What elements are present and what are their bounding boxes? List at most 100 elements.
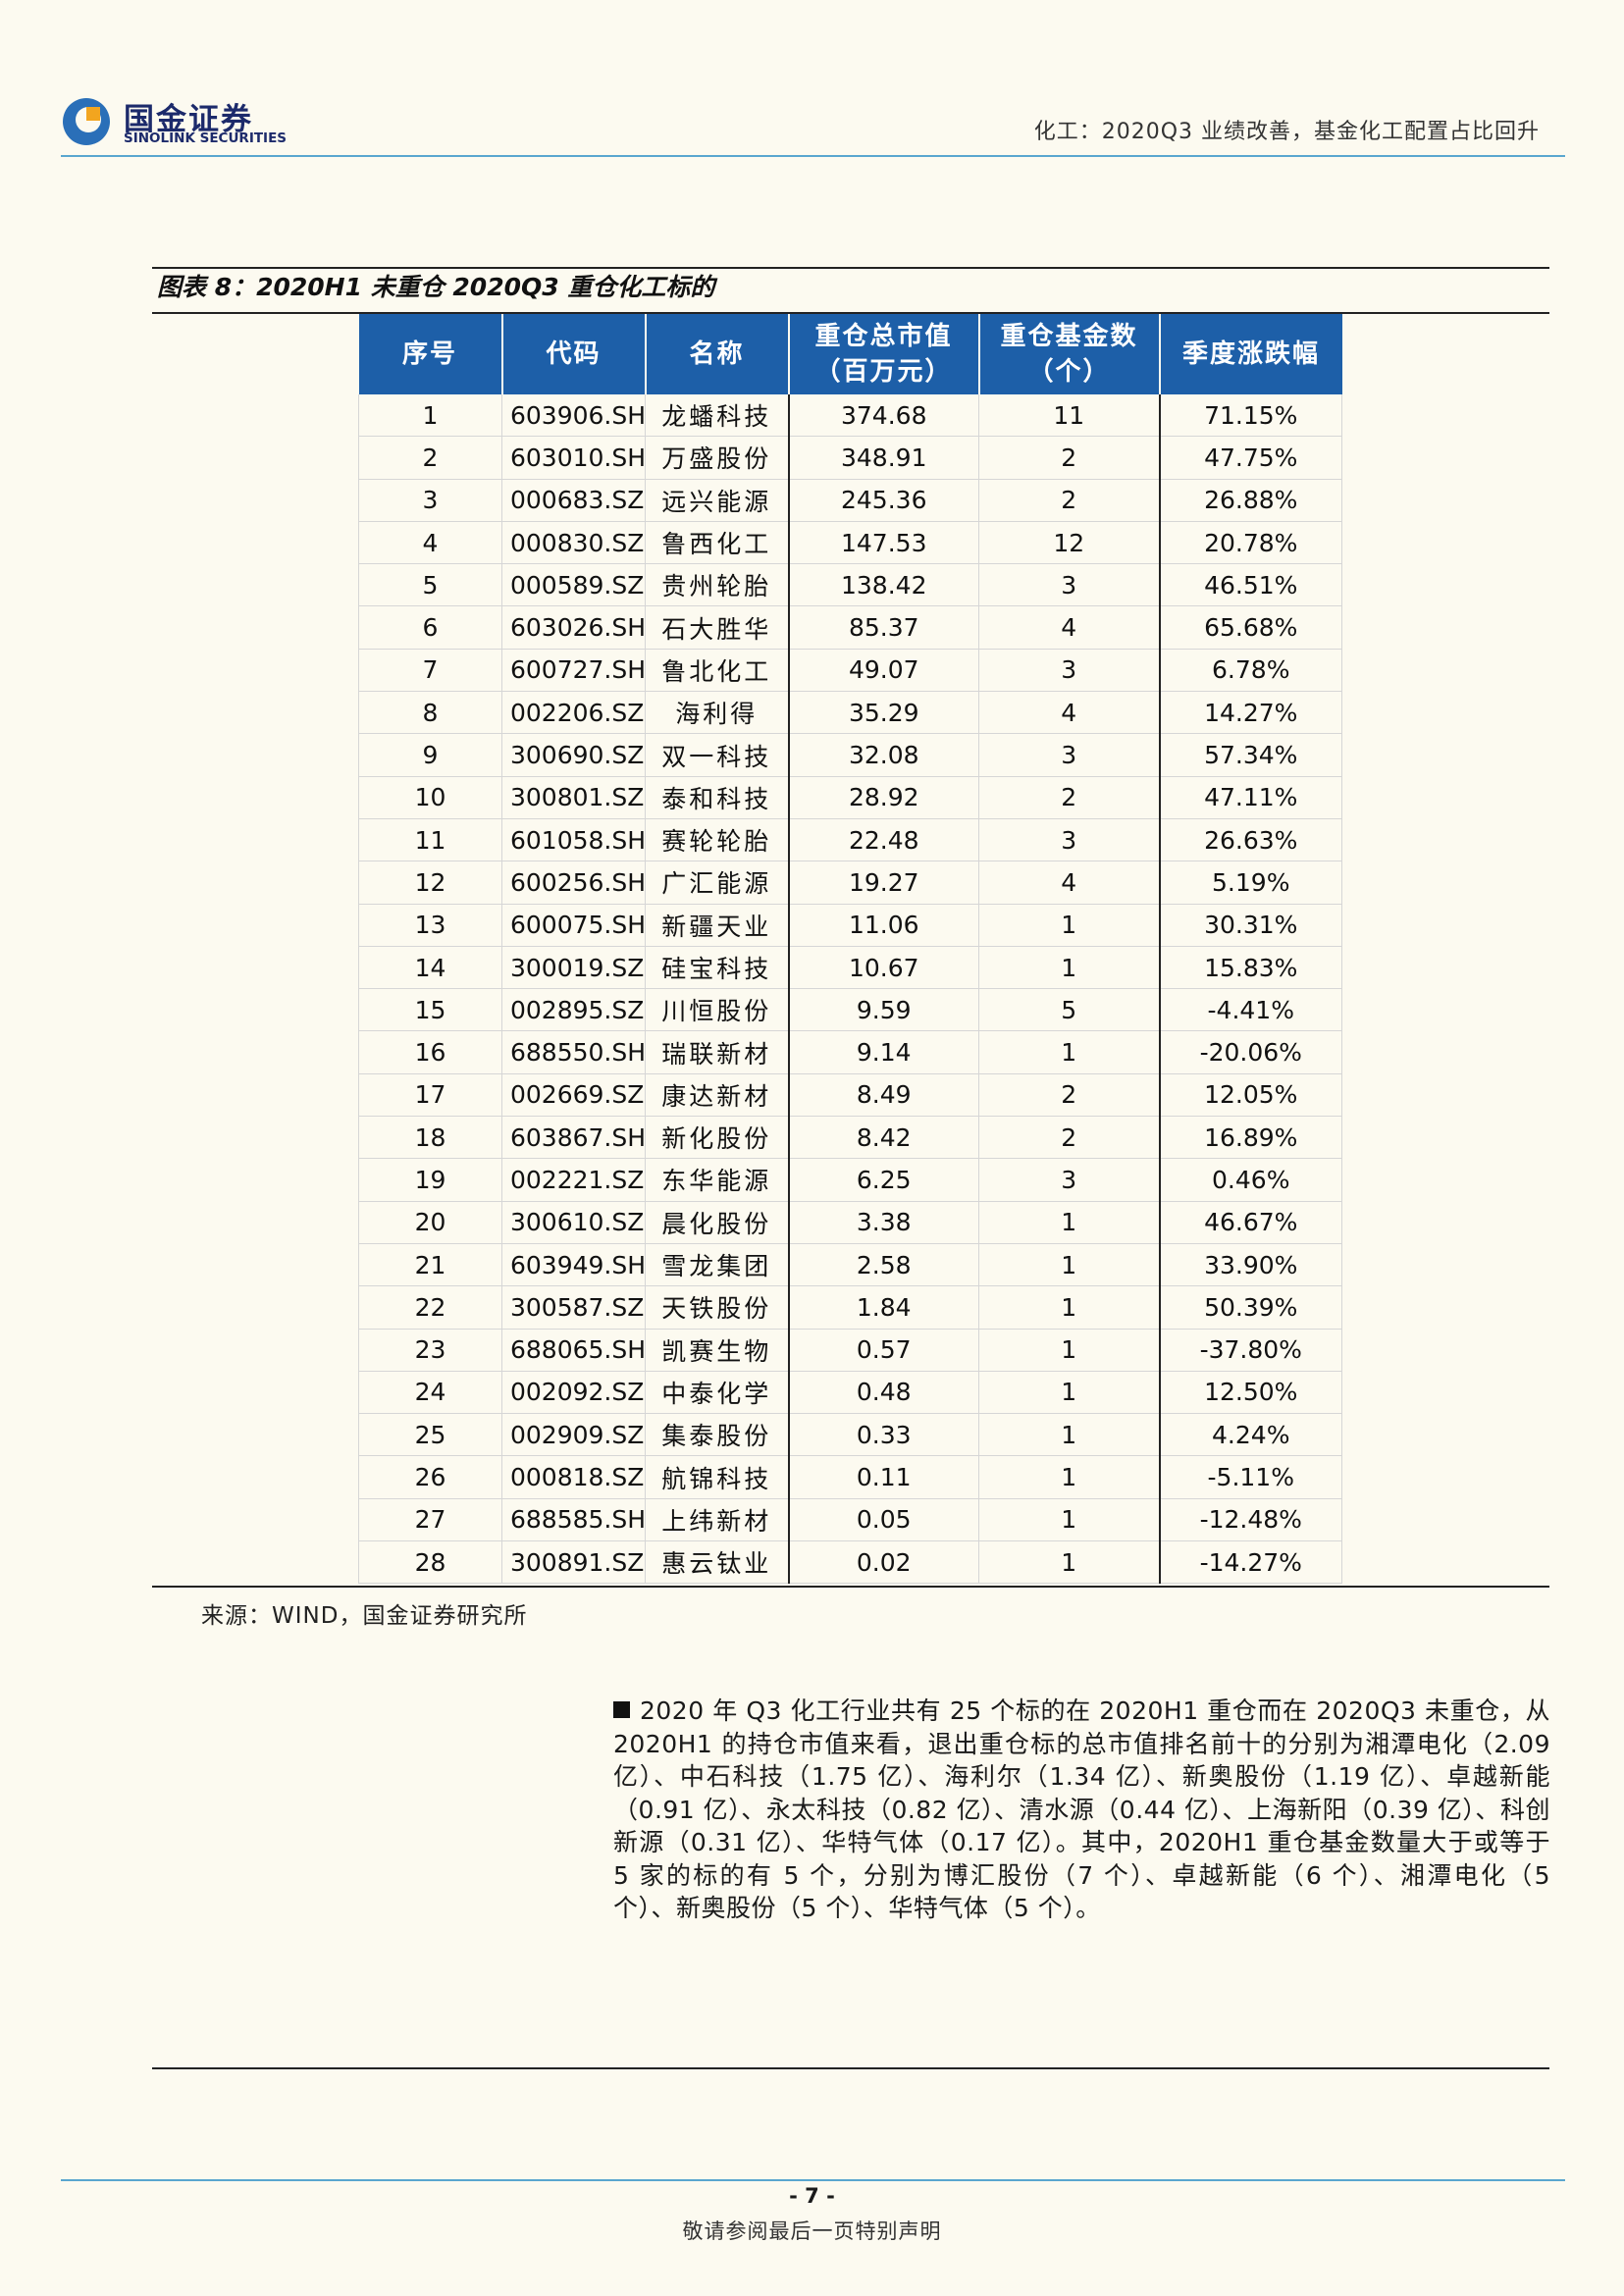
cell-code: 603906.SH bbox=[501, 394, 646, 438]
cell-name: 广汇能源 bbox=[645, 861, 790, 905]
table-row: 24 002092.SZ 中泰化学 0.48 1 12.50% bbox=[358, 1371, 1342, 1415]
cell-no: 15 bbox=[358, 988, 502, 1032]
cell-no: 13 bbox=[358, 904, 502, 947]
cell-quarter-change: -37.80% bbox=[1159, 1329, 1342, 1372]
cell-market-value: 147.53 bbox=[788, 521, 979, 565]
cell-no: 12 bbox=[358, 861, 502, 905]
cell-market-value: 8.49 bbox=[788, 1073, 979, 1118]
col-header-no: 序号 bbox=[358, 314, 503, 394]
cell-fund-count: 3 bbox=[978, 1158, 1161, 1202]
table-row: 12 600256.SH 广汇能源 19.27 4 5.19% bbox=[358, 861, 1342, 905]
cell-name: 中泰化学 bbox=[645, 1371, 790, 1415]
cell-no: 2 bbox=[358, 436, 502, 480]
cell-no: 18 bbox=[358, 1116, 502, 1160]
cell-name: 鲁北化工 bbox=[645, 649, 790, 693]
cell-name: 石大胜华 bbox=[645, 605, 790, 650]
col-header-fund-count-line2: （个） bbox=[1027, 357, 1111, 387]
cell-fund-count: 4 bbox=[978, 861, 1161, 905]
cell-no: 17 bbox=[358, 1073, 502, 1118]
cell-no: 14 bbox=[358, 946, 502, 990]
cell-no: 3 bbox=[358, 479, 502, 522]
cell-name: 新化股份 bbox=[645, 1116, 790, 1160]
col-header-market-value-line1: 重仓总市值 bbox=[814, 322, 953, 351]
cell-quarter-change: -20.06% bbox=[1159, 1030, 1342, 1074]
cell-no: 20 bbox=[358, 1201, 502, 1244]
cell-market-value: 35.29 bbox=[788, 691, 979, 735]
cell-quarter-change: 5.19% bbox=[1159, 861, 1342, 905]
cell-fund-count: 1 bbox=[978, 1285, 1161, 1330]
cell-name: 康达新材 bbox=[645, 1073, 790, 1118]
cell-code: 600727.SH bbox=[501, 649, 646, 693]
sinolink-logo-icon bbox=[63, 98, 110, 145]
cell-quarter-change: 0.46% bbox=[1159, 1158, 1342, 1202]
cell-quarter-change: 33.90% bbox=[1159, 1243, 1342, 1287]
cell-code: 002206.SZ bbox=[501, 691, 646, 735]
cell-name: 新疆天业 bbox=[645, 904, 790, 947]
col-header-fund-count: 重仓基金数 （个） bbox=[978, 314, 1161, 394]
table-row: 18 603867.SH 新化股份 8.42 2 16.89% bbox=[358, 1116, 1342, 1160]
cell-market-value: 0.02 bbox=[788, 1540, 979, 1585]
col-header-quarter-change: 季度涨跌幅 bbox=[1159, 314, 1342, 394]
figure-bottom-rule bbox=[152, 1586, 1549, 1588]
cell-fund-count: 4 bbox=[978, 691, 1161, 735]
cell-no: 7 bbox=[358, 649, 502, 693]
cell-no: 27 bbox=[358, 1498, 502, 1542]
cell-market-value: 9.59 bbox=[788, 988, 979, 1032]
table-row: 4 000830.SZ 鲁西化工 147.53 12 20.78% bbox=[358, 521, 1342, 565]
table-row: 23 688065.SH 凯赛生物 0.57 1 -37.80% bbox=[358, 1329, 1342, 1372]
cell-market-value: 0.33 bbox=[788, 1413, 979, 1457]
cell-name: 鲁西化工 bbox=[645, 521, 790, 565]
table-row: 28 300891.SZ 惠云钛业 0.02 1 -14.27% bbox=[358, 1540, 1342, 1585]
cell-no: 25 bbox=[358, 1413, 502, 1457]
cell-code: 000830.SZ bbox=[501, 521, 646, 565]
cell-market-value: 85.37 bbox=[788, 605, 979, 650]
cell-name: 远兴能源 bbox=[645, 479, 790, 522]
cell-fund-count: 2 bbox=[978, 1073, 1161, 1118]
cell-no: 21 bbox=[358, 1243, 502, 1287]
cell-quarter-change: -4.41% bbox=[1159, 988, 1342, 1032]
cell-quarter-change: 4.24% bbox=[1159, 1413, 1342, 1457]
cell-no: 26 bbox=[358, 1455, 502, 1499]
cell-code: 600075.SH bbox=[501, 904, 646, 947]
cell-quarter-change: 6.78% bbox=[1159, 649, 1342, 693]
cell-name: 集泰股份 bbox=[645, 1413, 790, 1457]
cell-fund-count: 11 bbox=[978, 394, 1161, 438]
cell-name: 泰和科技 bbox=[645, 776, 790, 819]
cell-fund-count: 1 bbox=[978, 1413, 1161, 1457]
company-logo: 国金证券 SINOLINK SECURITIES bbox=[61, 94, 296, 149]
cell-code: 300610.SZ bbox=[501, 1201, 646, 1244]
cell-market-value: 138.42 bbox=[788, 563, 979, 607]
cell-quarter-change: -5.11% bbox=[1159, 1455, 1342, 1499]
table-row: 2 603010.SH 万盛股份 348.91 2 47.75% bbox=[358, 436, 1342, 480]
cell-name: 双一科技 bbox=[645, 733, 790, 777]
col-header-market-value: 重仓总市值 （百万元） bbox=[788, 314, 980, 394]
cell-no: 28 bbox=[358, 1540, 502, 1585]
cell-name: 惠云钛业 bbox=[645, 1540, 790, 1585]
cell-name: 贵州轮胎 bbox=[645, 563, 790, 607]
analysis-paragraph: 2020 年 Q3 化工行业共有 25 个标的在 2020H1 重仓而在 202… bbox=[613, 1695, 1550, 1925]
cell-code: 002221.SZ bbox=[501, 1158, 646, 1202]
table-row: 22 300587.SZ 天铁股份 1.84 1 50.39% bbox=[358, 1285, 1342, 1330]
cell-code: 300019.SZ bbox=[501, 946, 646, 990]
table-row: 17 002669.SZ 康达新材 8.49 2 12.05% bbox=[358, 1073, 1342, 1118]
cell-quarter-change: 50.39% bbox=[1159, 1285, 1342, 1330]
cell-market-value: 49.07 bbox=[788, 649, 979, 693]
cell-fund-count: 3 bbox=[978, 733, 1161, 777]
cell-name: 凯赛生物 bbox=[645, 1329, 790, 1372]
figure-top-rule bbox=[152, 267, 1549, 269]
table-row: 25 002909.SZ 集泰股份 0.33 1 4.24% bbox=[358, 1413, 1342, 1457]
cell-quarter-change: 57.34% bbox=[1159, 733, 1342, 777]
report-title: 化工：2020Q3 业绩改善，基金化工配置占比回升 bbox=[1033, 120, 1540, 144]
cell-name: 天铁股份 bbox=[645, 1285, 790, 1330]
cell-no: 9 bbox=[358, 733, 502, 777]
cell-fund-count: 1 bbox=[978, 1498, 1161, 1542]
logo-text-en: SINOLINK SECURITIES bbox=[124, 130, 288, 146]
table-row: 6 603026.SH 石大胜华 85.37 4 65.68% bbox=[358, 605, 1342, 650]
table-row: 3 000683.SZ 远兴能源 245.36 2 26.88% bbox=[358, 479, 1342, 522]
cell-code: 002895.SZ bbox=[501, 988, 646, 1032]
cell-code: 603010.SH bbox=[501, 436, 646, 480]
cell-quarter-change: 46.67% bbox=[1159, 1201, 1342, 1244]
table-row: 1 603906.SH 龙蟠科技 374.68 11 71.15% bbox=[358, 394, 1342, 438]
analysis-paragraph-text: 2020 年 Q3 化工行业共有 25 个标的在 2020H1 重仓而在 202… bbox=[613, 1696, 1550, 1922]
cell-market-value: 348.91 bbox=[788, 436, 979, 480]
